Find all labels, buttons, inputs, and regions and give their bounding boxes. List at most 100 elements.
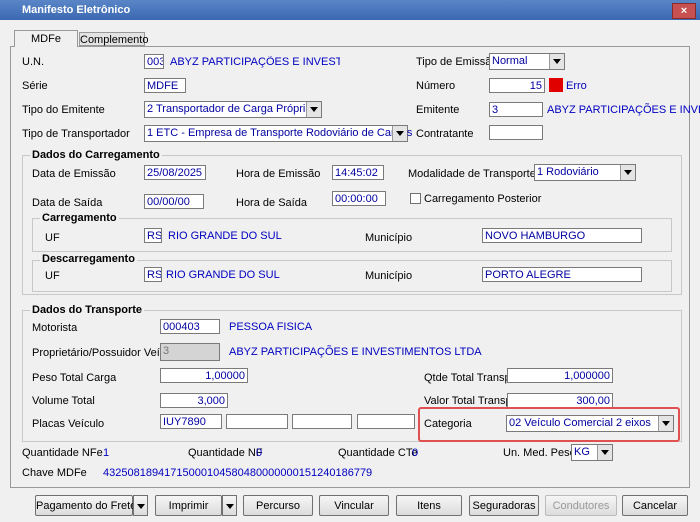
label: Proprietário/Possuidor Veículo	[32, 347, 180, 359]
input[interactable]: 003	[144, 54, 164, 69]
input[interactable]: 25/08/2025	[144, 165, 206, 180]
label: Volume Total	[32, 395, 95, 407]
input[interactable]: 00/00/00	[144, 194, 204, 209]
label: Tipo de Emissão	[416, 56, 498, 68]
group-box	[32, 260, 672, 292]
input[interactable]: 14:45:02	[332, 165, 384, 180]
label: Tipo do Emitente	[22, 104, 105, 116]
select[interactable]: 2 Transportador de Carga Própria	[144, 101, 322, 118]
tab[interactable]: MDFe	[14, 30, 78, 47]
input[interactable]: RS	[144, 228, 162, 243]
select-value: 1 ETC - Empresa de Transporte Rodoviário…	[147, 127, 413, 139]
status: Erro	[566, 80, 587, 92]
group-box	[22, 155, 682, 295]
input[interactable]: PORTO ALEGRE	[482, 267, 642, 282]
select-value: Normal	[492, 55, 528, 67]
label: Município	[365, 232, 413, 244]
select-value: KG	[574, 446, 590, 458]
status-icon	[549, 78, 563, 92]
input: 3	[160, 343, 220, 361]
text: 4325081894171500010458048000000015124018…	[103, 467, 373, 479]
label: Tipo de Transportador	[22, 128, 130, 140]
label: Emitente	[416, 104, 460, 116]
select[interactable]: 1 ETC - Empresa de Transporte Rodoviário…	[144, 125, 412, 142]
label: Contratante	[416, 128, 474, 140]
label: U.N.	[22, 56, 44, 68]
label: Hora de Saída	[236, 197, 307, 209]
label: Data de Saída	[32, 197, 103, 209]
button[interactable]: Seguradoras	[469, 495, 539, 516]
button[interactable]: Itens	[396, 495, 462, 516]
input[interactable]: RS	[144, 267, 162, 282]
input[interactable]	[226, 414, 288, 429]
input[interactable]: 1,000000	[507, 368, 613, 383]
label: Quantidade NF	[188, 447, 263, 459]
text: PESSOA FISICA	[229, 321, 313, 333]
select[interactable]: Normal	[489, 53, 565, 70]
select[interactable]: KG	[571, 444, 613, 461]
group-title: Descarregamento	[40, 253, 137, 265]
label: Número	[416, 80, 456, 92]
button[interactable]: Percurso	[243, 495, 313, 516]
button: Condutores	[545, 495, 617, 516]
label: UF	[45, 232, 60, 244]
input[interactable]: 300,00	[507, 393, 613, 408]
label: Data de Emissão	[32, 168, 116, 180]
input[interactable]	[357, 414, 415, 429]
select-value: 1 Rodoviário	[537, 166, 599, 178]
text: 0	[412, 447, 419, 459]
group-box	[22, 310, 682, 442]
select[interactable]: 1 Rodoviário	[534, 164, 636, 181]
select[interactable]: 02 Veículo Comercial 2 eixos	[506, 415, 674, 432]
close-button[interactable]: ×	[672, 3, 696, 19]
label: Motorista	[32, 322, 78, 334]
input[interactable]: 3	[489, 102, 543, 117]
label: Peso Total Carga	[32, 372, 117, 384]
label: Valor Total Transp.	[424, 395, 515, 407]
checkbox[interactable]	[410, 193, 421, 204]
text: 0	[256, 447, 263, 459]
label: Qtde Total Transp.	[424, 372, 514, 384]
label: UF	[45, 270, 60, 282]
input[interactable]: 000403	[160, 319, 220, 334]
label: Série	[22, 80, 48, 92]
group-title: Dados do Carregamento	[30, 149, 162, 161]
text: ABYZ PARTICIPAÇÕES E INVESTIMENTOS LTDA	[229, 346, 482, 358]
label: Carregamento Posterior	[424, 193, 542, 205]
input[interactable]	[292, 414, 352, 429]
title-bar: Manifesto Eletrônico	[0, 0, 700, 20]
button[interactable]: Pagamento do Frete	[35, 495, 136, 516]
label: Modalidade de Transporte	[408, 168, 536, 180]
button[interactable]: Vincular	[319, 495, 389, 516]
text: RIO GRANDE DO SUL	[166, 269, 280, 281]
label: Chave MDFe	[22, 467, 87, 479]
group-title: Dados do Transporte	[30, 304, 145, 316]
label: Un. Med. Peso	[503, 447, 576, 459]
text: ABYZ PARTICIPAÇÕES E INVESTIMENTOS	[170, 56, 340, 68]
input[interactable]: IUY7890	[160, 414, 222, 429]
label: Categoria	[424, 418, 472, 430]
input[interactable]	[489, 125, 543, 140]
button[interactable]: Imprimir	[155, 495, 222, 516]
input[interactable]: 15	[489, 78, 545, 93]
input[interactable]: NOVO HAMBURGO	[482, 228, 642, 243]
text: ABYZ PARTICIPAÇÕES E INVEST	[547, 104, 700, 116]
tab[interactable]: Complemento	[79, 32, 149, 46]
text: 1	[103, 447, 110, 459]
label: Hora de Emissão	[236, 168, 321, 180]
label: Quantidade NFe	[22, 447, 103, 459]
group-box	[32, 218, 672, 252]
group-title: Carregamento	[40, 212, 119, 224]
dropdown-button[interactable]	[133, 495, 148, 516]
window-title: Manifesto Eletrônico	[22, 4, 131, 16]
label: Quantidade CTe	[338, 447, 418, 459]
dropdown-button[interactable]	[222, 495, 237, 516]
highlight	[418, 407, 680, 442]
label: Placas Veículo	[32, 418, 105, 430]
button[interactable]: Cancelar	[622, 495, 688, 516]
input[interactable]: MDFE	[144, 78, 186, 93]
input[interactable]: 3,000	[160, 393, 228, 408]
input[interactable]: 1,00000	[160, 368, 248, 383]
input[interactable]: 00:00:00	[332, 191, 386, 206]
